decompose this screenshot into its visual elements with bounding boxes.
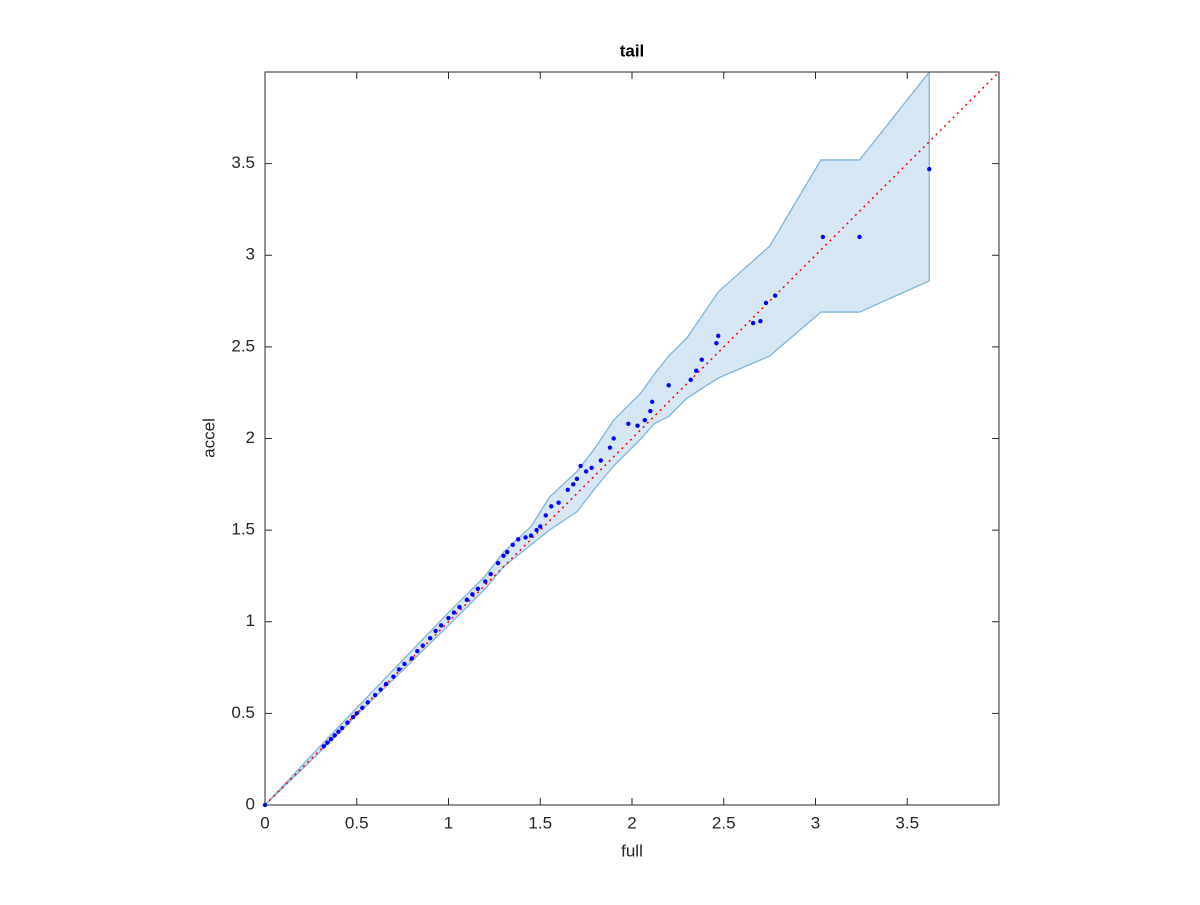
reference-line [265,72,999,805]
point [339,725,345,731]
x-tick-label: 3 [811,813,820,832]
x-tick-label: 0.5 [345,813,369,832]
point [538,524,543,529]
point [325,740,330,745]
point [328,736,334,742]
point [820,234,826,240]
point [505,549,510,555]
point [716,333,721,339]
point [688,377,693,383]
point [332,733,337,738]
point [402,661,407,667]
point [543,513,548,518]
point [699,357,704,362]
point [626,421,631,427]
y-tick-label: 0 [246,794,255,813]
point [763,300,769,306]
point [714,341,719,346]
point [694,368,699,373]
x-tick-label: 3.5 [895,813,919,832]
point [642,417,648,423]
point [372,692,378,698]
y-tick-label: 1.5 [231,520,255,539]
point [534,527,539,533]
point [583,469,589,474]
y-tick-label: 0.5 [231,703,255,722]
point [927,166,932,172]
point [578,463,583,469]
x-tick-label: 2 [627,813,636,832]
y-axis-label: accel [199,418,218,458]
point [556,500,561,505]
y-tick-label: 1 [246,611,255,630]
point [483,579,488,584]
point [345,720,350,725]
point [383,681,389,687]
point [409,656,414,661]
point [470,592,475,597]
point [451,610,457,615]
x-tick-label: 0 [260,813,269,832]
point [648,408,653,414]
point [649,399,655,405]
point [438,623,444,628]
point [433,628,438,634]
x-tick-label: 2.5 [712,813,736,832]
chart-title: tail [620,41,645,60]
point [365,700,370,705]
point [516,537,521,542]
point [523,535,528,540]
point [589,465,594,471]
y-tick-label: 2.5 [231,336,255,355]
point [857,234,862,240]
point [666,383,671,388]
point [391,674,396,679]
point [611,436,616,441]
point [758,319,763,324]
point [501,553,506,558]
point [336,729,341,734]
point [488,571,493,577]
point [464,597,470,602]
x-tick-label: 1 [444,813,453,832]
y-tick-label: 3 [246,245,255,264]
point [750,320,756,326]
point [350,714,356,720]
point [571,482,576,487]
point [607,445,613,450]
x-tick-label: 1.5 [528,813,552,832]
point [446,615,451,621]
point [475,586,481,591]
point [565,487,570,493]
point [396,667,402,672]
point [528,533,534,538]
point [549,504,554,509]
point [772,293,778,298]
point [378,687,383,692]
point [360,705,365,711]
y-tick-label: 3.5 [231,153,255,172]
point [457,604,462,610]
point [415,648,420,654]
point [354,711,359,716]
x-axis-label: full [621,841,643,860]
point [420,643,426,648]
point [495,560,501,566]
point [427,636,433,641]
point [635,423,640,428]
point [321,744,326,749]
point [574,476,580,482]
point [510,542,515,547]
confidence-band [265,72,930,805]
y-tick-label: 2 [246,428,255,447]
point [598,458,604,463]
